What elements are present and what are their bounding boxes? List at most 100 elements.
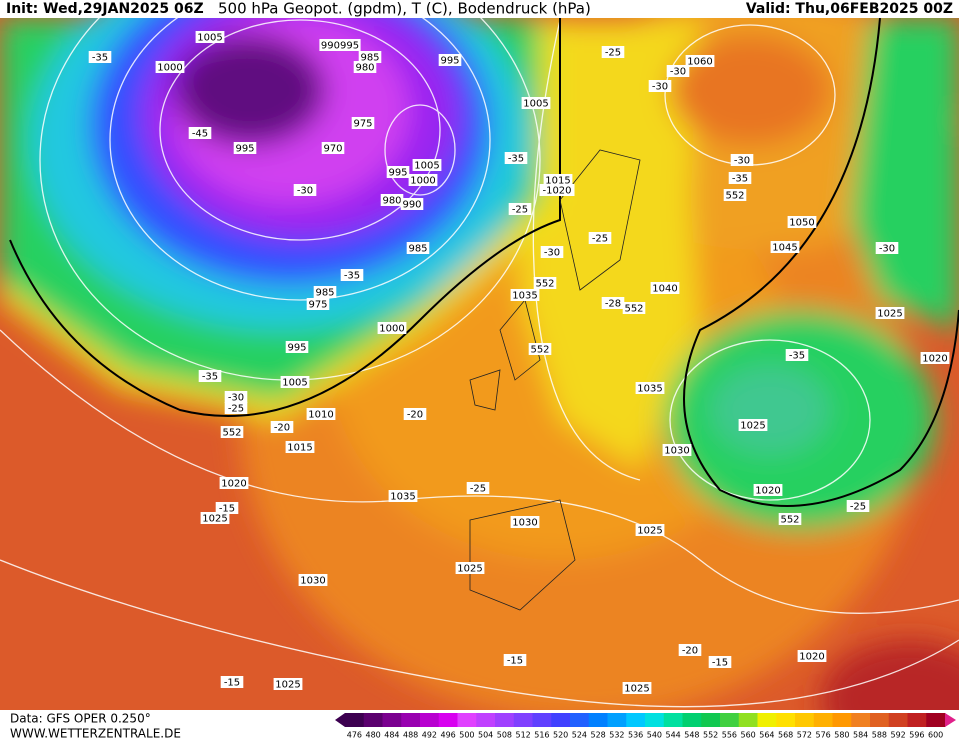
map-label: 1045 bbox=[772, 243, 797, 254]
label-box bbox=[358, 51, 382, 63]
colorbar-cell bbox=[907, 713, 927, 727]
colorbar-label: 476 bbox=[347, 731, 362, 740]
colorbar-label: 580 bbox=[834, 731, 849, 740]
valid-time: Valid: Thu,06FEB2025 00Z bbox=[746, 1, 953, 17]
colorbar-label: 488 bbox=[403, 731, 418, 740]
colorbar-cell bbox=[495, 713, 515, 727]
label-box bbox=[662, 444, 692, 456]
label-box bbox=[403, 408, 427, 420]
colorbar-cell bbox=[401, 713, 421, 727]
label-box bbox=[540, 246, 564, 258]
map-label: 1030 bbox=[300, 576, 325, 587]
colorbar-label: 584 bbox=[853, 731, 868, 740]
map-label: 1025 bbox=[624, 684, 649, 695]
map-label: 1005 bbox=[282, 378, 307, 389]
map-label: 1020 bbox=[221, 479, 246, 490]
map-label: 980 bbox=[355, 63, 374, 74]
colorbar-label: 508 bbox=[497, 731, 512, 740]
colorbar-label: 492 bbox=[422, 731, 437, 740]
label-box bbox=[539, 184, 575, 196]
label-box bbox=[666, 65, 690, 77]
map-label: 1000 bbox=[379, 324, 404, 335]
colorbar-label: 544 bbox=[665, 731, 680, 740]
label-box bbox=[875, 242, 899, 254]
label-box bbox=[528, 343, 552, 355]
label-box bbox=[543, 174, 573, 186]
colorbar-cell bbox=[738, 713, 758, 727]
map-label: -15 bbox=[219, 504, 235, 515]
map-label: 985 bbox=[360, 53, 379, 64]
map-label: -30 bbox=[670, 67, 686, 78]
map-label: 552 bbox=[530, 345, 549, 356]
map-label: -20 bbox=[274, 423, 290, 434]
map-label: 975 bbox=[308, 300, 327, 311]
map-label: 1015 bbox=[545, 176, 570, 187]
colorbar-label: 596 bbox=[909, 731, 924, 740]
colorbar-label: 516 bbox=[534, 731, 549, 740]
colorbar-cell bbox=[682, 713, 702, 727]
colorbar-cell bbox=[888, 713, 908, 727]
colorbar-arrow-left bbox=[335, 713, 345, 727]
map-label: -1020 bbox=[542, 186, 571, 197]
map-label: 1005 bbox=[197, 33, 222, 44]
colorbar-label: 536 bbox=[628, 731, 643, 740]
map-label: 1020 bbox=[922, 354, 947, 365]
colorbar-cell bbox=[551, 713, 571, 727]
label-box bbox=[377, 322, 407, 334]
label-box bbox=[708, 656, 732, 668]
label-box bbox=[198, 370, 222, 382]
label-box bbox=[273, 678, 303, 690]
map-label: -30 bbox=[652, 82, 668, 93]
label-box bbox=[351, 117, 375, 129]
label-box bbox=[622, 682, 652, 694]
label-box bbox=[380, 194, 404, 206]
label-box bbox=[920, 352, 950, 364]
label-box bbox=[406, 242, 430, 254]
map-label: -15 bbox=[224, 678, 240, 689]
map-label: 970 bbox=[323, 144, 342, 155]
label-box bbox=[280, 376, 310, 388]
colorbar-cell bbox=[382, 713, 402, 727]
label-box bbox=[533, 277, 557, 289]
colorbar-cell bbox=[345, 713, 365, 727]
colorbar-cell bbox=[776, 713, 796, 727]
label-box bbox=[233, 142, 257, 154]
colorbar-cell bbox=[926, 713, 946, 727]
map-label: -35 bbox=[202, 372, 218, 383]
label-box bbox=[224, 402, 248, 414]
colorbar-cell bbox=[438, 713, 458, 727]
label-box bbox=[306, 298, 330, 310]
map-label: 1010 bbox=[308, 410, 333, 421]
map-label: 995 bbox=[440, 56, 459, 67]
map-label: 1050 bbox=[789, 218, 814, 229]
label-box bbox=[155, 61, 185, 73]
label-box bbox=[88, 51, 112, 63]
colorbar-label: 480 bbox=[365, 731, 380, 740]
map-label: 1035 bbox=[637, 384, 662, 395]
label-box bbox=[188, 127, 212, 139]
map-label: -35 bbox=[508, 154, 524, 165]
map-label: 1025 bbox=[637, 526, 662, 537]
map-label: -20 bbox=[407, 410, 423, 421]
colorbar: 476 480 484 488 492 496 500 504 508 512 516 520 524 5… bbox=[335, 713, 956, 740]
init-time: Init: Wed,29JAN2025 06Z bbox=[6, 1, 204, 17]
label-box bbox=[215, 502, 239, 514]
colorbar-cell bbox=[476, 713, 496, 727]
label-box bbox=[650, 282, 680, 294]
label-box bbox=[270, 421, 294, 433]
label-box bbox=[510, 516, 540, 528]
label-box bbox=[875, 307, 905, 319]
map-label: -25 bbox=[470, 484, 486, 495]
website: WWW.WETTERZENTRALE.DE bbox=[10, 727, 181, 741]
label-box bbox=[797, 650, 827, 662]
colorbar-cell bbox=[570, 713, 590, 727]
header: Init: Wed,29JAN2025 06Z 500 hPa Geopot. … bbox=[6, 0, 953, 18]
map-label: -35 bbox=[789, 351, 805, 362]
colorbar-label: 524 bbox=[572, 731, 587, 740]
label-box bbox=[388, 490, 418, 502]
map-label: 552 bbox=[535, 279, 554, 290]
map-labels: 10051000990995985980995-35-4599597597010… bbox=[88, 31, 950, 695]
map-label: 1025 bbox=[740, 421, 765, 432]
map-label: 1030 bbox=[512, 518, 537, 529]
